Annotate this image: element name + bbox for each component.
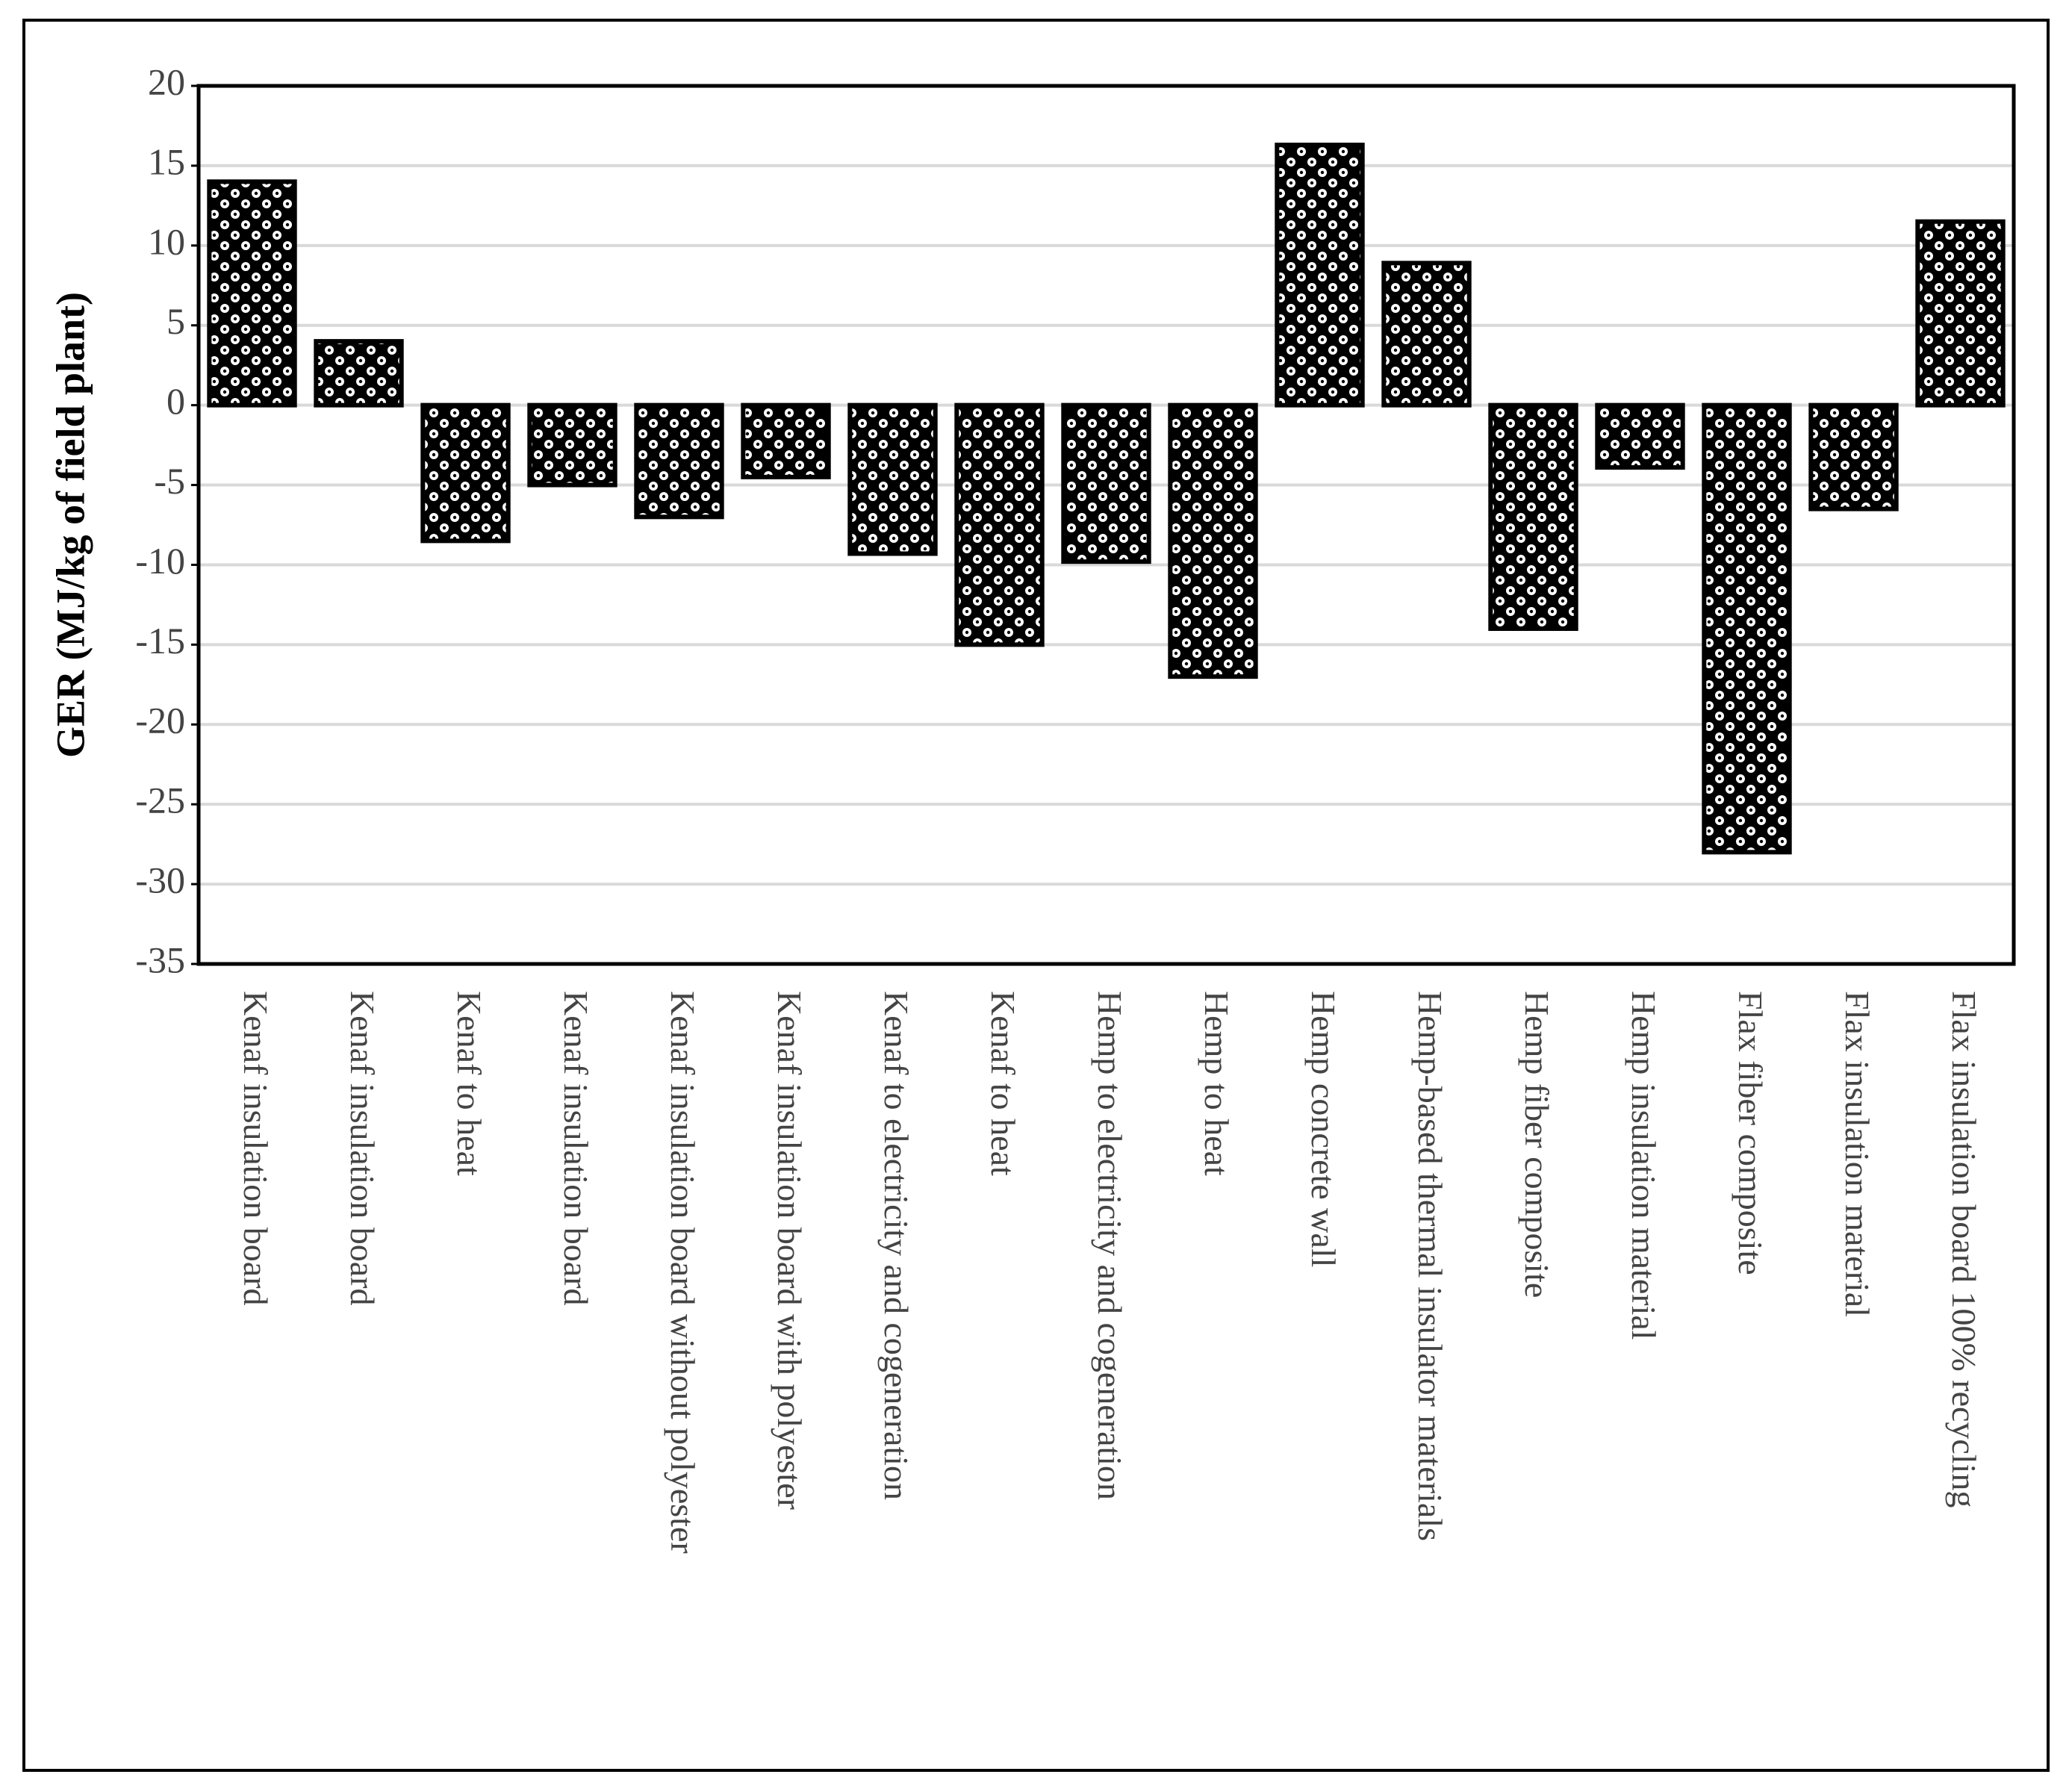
bar — [1702, 402, 1792, 855]
x-tick-label: Hemp-based thermal insulator materials — [1411, 991, 1449, 1541]
bar — [1915, 219, 2006, 408]
x-tick-label: Hemp to electricity and cogeneration — [1091, 991, 1129, 1500]
y-tick-label: -5 — [154, 460, 185, 502]
bar — [1275, 143, 1365, 408]
bar — [207, 179, 297, 408]
plot-frame — [196, 84, 2016, 966]
x-tick-label: Kenaf to electricity and cogeneration — [877, 991, 915, 1500]
y-axis-label: GER (MJ/kg of field plant) — [48, 292, 93, 758]
y-tick-label: -10 — [135, 540, 185, 582]
y-tick-label: 15 — [148, 140, 185, 182]
x-tick-label: Kenaf insulation board — [557, 991, 595, 1306]
bar — [1488, 402, 1578, 631]
bar — [314, 339, 404, 408]
y-tick-label: 10 — [148, 220, 185, 262]
y-tick-label: -20 — [135, 700, 185, 741]
bar — [1595, 402, 1685, 470]
bar — [741, 402, 831, 479]
y-tick-label: 20 — [148, 60, 185, 102]
y-tick-label: 0 — [167, 380, 185, 422]
bar — [527, 402, 617, 488]
bar — [1168, 402, 1258, 679]
y-tick-label: 5 — [167, 300, 185, 342]
bar — [1381, 261, 1472, 408]
x-tick-label: Kenaf to heat — [450, 991, 488, 1176]
x-tick-label: Flax insulation board 100% recycling — [1945, 991, 1983, 1508]
x-tick-label: Flax insulation material — [1838, 991, 1876, 1317]
x-tick-label: Hemp fiber composite — [1518, 991, 1556, 1298]
x-tick-label: Kenaf insulation board without polyester — [664, 991, 702, 1554]
bar — [1808, 402, 1899, 511]
x-tick-label: Kenaf insulation board — [237, 991, 275, 1306]
y-tick-label: -15 — [135, 620, 185, 662]
y-tick-label: -35 — [135, 939, 185, 980]
x-tick-label: Hemp to heat — [1198, 991, 1236, 1176]
x-tick-label: Kenaf to heat — [984, 991, 1022, 1176]
bar — [634, 402, 724, 520]
bar — [954, 402, 1045, 647]
y-tick-label: -25 — [135, 780, 185, 821]
y-tick-label: -30 — [135, 859, 185, 901]
outer-frame — [22, 19, 2050, 1772]
x-tick-label: Hemp insulation material — [1625, 991, 1663, 1340]
x-tick-label: Hemp concrete wall — [1304, 991, 1342, 1267]
x-tick-label: Kenaf insulation board — [343, 991, 382, 1306]
bar — [420, 402, 511, 544]
bar — [1061, 402, 1151, 564]
x-tick-label: Flax fiber composite — [1732, 991, 1770, 1275]
bar — [847, 402, 938, 556]
x-tick-label: Kenaf insulation board with polyester — [771, 991, 809, 1510]
